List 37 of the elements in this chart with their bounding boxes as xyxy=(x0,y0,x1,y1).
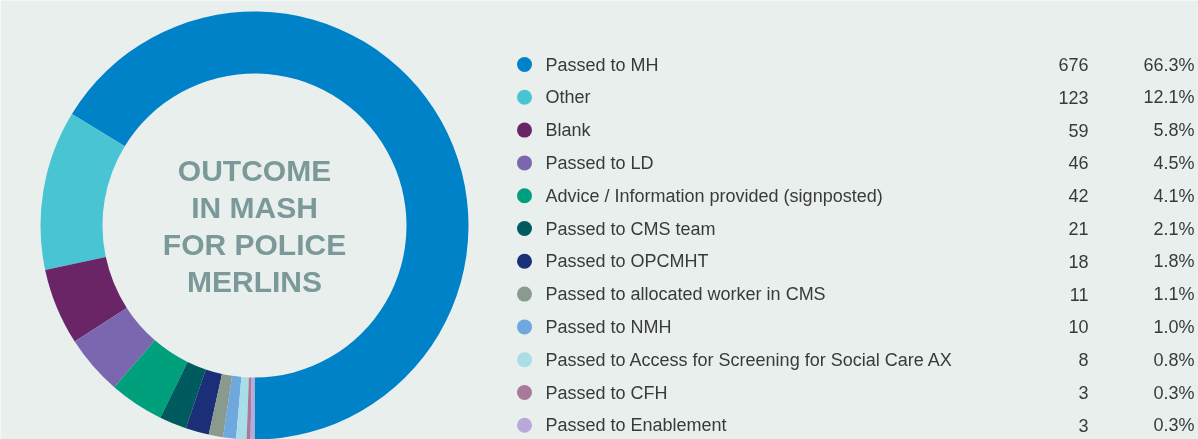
data-label: 8 xyxy=(1078,350,1089,371)
text: 1.0% xyxy=(1153,316,1195,337)
data-label: 10 xyxy=(1068,317,1089,338)
text: 4.5% xyxy=(1153,152,1195,173)
data-label: 3 xyxy=(1078,415,1089,436)
legend-label: Passed to NMH xyxy=(545,316,672,337)
legend-label: Passed to OPCMHT xyxy=(545,251,709,272)
data-label: 18 xyxy=(1068,251,1089,272)
text: 2.1% xyxy=(1153,218,1195,239)
legend-label: Passed to Access for Screening for Social Care AX xyxy=(545,349,952,370)
data-label: 3 xyxy=(1078,383,1089,403)
text: 66.3% xyxy=(1143,54,1195,75)
legend-label: Passed to allocated worker in CMS xyxy=(545,284,826,305)
legend-label: Blank xyxy=(545,120,592,141)
data-label: 59 xyxy=(1068,120,1089,141)
text: 0.8% xyxy=(1153,349,1195,370)
text: 12.1% xyxy=(1143,87,1195,108)
legend-label: Passed to CFH xyxy=(545,382,668,403)
data-label: 21 xyxy=(1068,219,1089,239)
text: 5.8% xyxy=(1153,120,1195,141)
data-label: 11 xyxy=(1069,284,1089,305)
text: OUTCOME IN MASH FOR POLICE MERLINS xyxy=(162,153,347,298)
data-label: 46 xyxy=(1068,153,1089,174)
legend-label: Passed to LD xyxy=(545,152,654,173)
text: 4.1% xyxy=(1153,185,1195,206)
data-label: 676 xyxy=(1058,55,1089,75)
legend-label: Passed to Enablement xyxy=(545,415,727,436)
legend-label: Other xyxy=(545,87,591,108)
text: 0.3% xyxy=(1153,415,1195,436)
legend-label: Passed to MH xyxy=(545,54,659,75)
legend-label: Advice / Information provided (signposted) xyxy=(545,185,883,206)
text: 1.8% xyxy=(1153,251,1195,272)
data-label: 123 xyxy=(1058,87,1089,108)
text: 1.1% xyxy=(1153,284,1195,305)
data-label: 42 xyxy=(1068,186,1089,207)
legend-label: Passed to CMS team xyxy=(545,218,716,239)
text: 0.3% xyxy=(1153,382,1195,403)
